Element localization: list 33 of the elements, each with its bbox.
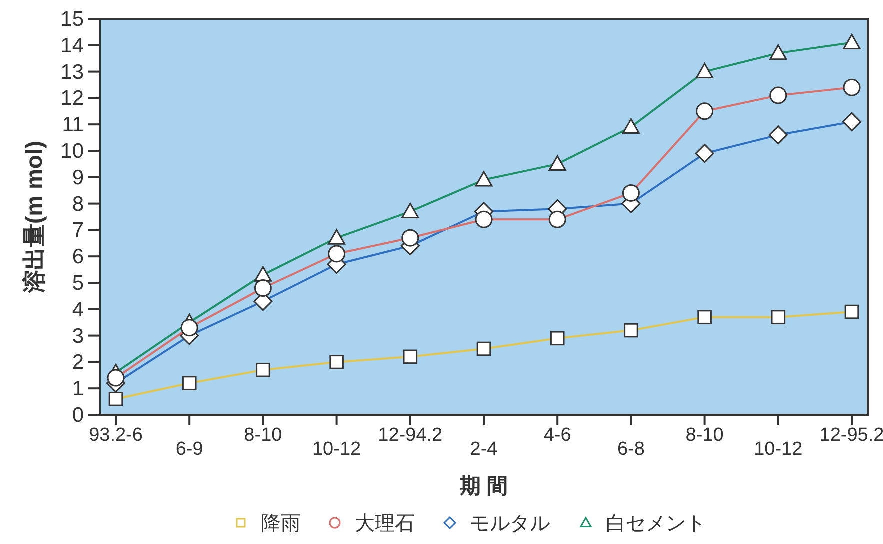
y-tick-label: 0 — [72, 404, 84, 427]
y-tick-label: 6 — [72, 246, 84, 269]
x-tick-label: 6-9 — [176, 439, 204, 460]
legend-label: モルタル — [470, 513, 550, 535]
legend-label: 大理石 — [355, 513, 415, 535]
y-tick-label: 5 — [72, 272, 84, 295]
y-tick-label: 14 — [60, 34, 84, 58]
x-tick-label: 10-12 — [754, 439, 803, 460]
x-tick-label: 12-94.2 — [378, 425, 443, 446]
y-tick-label: 11 — [62, 114, 84, 137]
y-tick-label: 12 — [60, 87, 84, 110]
y-tick-label: 7 — [72, 219, 84, 242]
x-tick-label: 12-95.2 — [820, 425, 883, 446]
x-tick-label: 4-6 — [544, 425, 572, 446]
y-axis-title: 溶出量(m mol) — [21, 140, 47, 294]
x-axis-title: 期 間 — [459, 475, 508, 498]
y-tick-label: 13 — [60, 60, 84, 84]
x-tick-label: 2-4 — [470, 439, 498, 460]
y-tick-label: 10 — [60, 140, 84, 163]
x-tick-label: 8-10 — [686, 425, 724, 446]
y-tick-label: 9 — [72, 166, 84, 190]
y-tick-label: 4 — [72, 298, 84, 322]
x-tick-label: 8-10 — [244, 425, 282, 446]
y-tick-label: 1 — [72, 378, 84, 401]
y-tick-label: 8 — [72, 192, 84, 216]
y-tick-label: 3 — [72, 324, 84, 348]
y-tick-label: 2 — [72, 351, 84, 374]
legend-label: 白セメント — [606, 513, 706, 535]
x-tick-label: 6-8 — [617, 439, 645, 460]
y-tick-label: 15 — [60, 8, 84, 31]
legend-label: 降雨 — [261, 513, 301, 535]
x-tick-label: 93.2-6 — [89, 425, 143, 446]
x-tick-label: 10-12 — [312, 439, 362, 460]
